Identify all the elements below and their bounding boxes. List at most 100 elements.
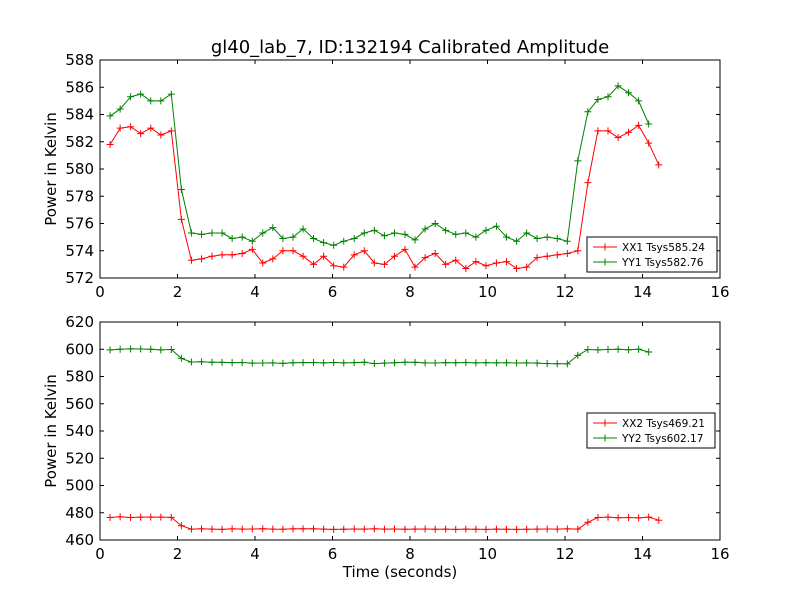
ax2-series-1-point	[157, 513, 165, 521]
top-panel: 0 2 4 6 8 10 12 14 16 572 574 576 578 580 582 584 586 588…	[42, 51, 730, 301]
ax2-series-2-point	[248, 359, 256, 367]
ax2-series-2-point	[421, 359, 429, 367]
ax2-series-1-point	[330, 525, 338, 533]
ax2-series-1-point	[442, 525, 450, 533]
ax2-series-2-point	[452, 359, 460, 367]
ax1-series-1-point	[431, 249, 439, 257]
ax1-ytick-label: 572	[65, 269, 94, 287]
ax2-series-1-point	[502, 525, 510, 533]
ax1-series-2-point	[289, 233, 297, 241]
ax1-legend-box	[586, 236, 718, 273]
ax1-series-2-point	[391, 229, 398, 237]
ax2-series-2-point	[198, 358, 206, 366]
ax1-series-2-point	[228, 234, 236, 242]
ax2-series-1-point	[543, 525, 551, 533]
ax1-series-2-point	[472, 233, 480, 241]
ax2-legend-label-2: YY2 Tsys602.17	[621, 433, 703, 445]
ax2-series-1-point	[452, 525, 460, 533]
ax1-series-2-point	[645, 120, 653, 128]
ax1-series-2-point	[442, 226, 450, 234]
chart-title: gl40_lab_7, ID:132194 Calibrated Amplitu…	[211, 37, 609, 58]
ax2-series-2-point	[482, 359, 490, 367]
ax1-series-1-point	[401, 245, 409, 253]
ax2-series-2-point	[431, 359, 439, 367]
ax1-series-1-point	[594, 127, 602, 135]
ax1-series-1-point	[543, 252, 551, 260]
ax1-legend-marker-2	[601, 258, 609, 266]
ax2-series-2-point	[116, 345, 124, 353]
ax2-series-1-point	[127, 514, 135, 522]
ax2-series-2-point	[380, 359, 388, 367]
ax2-series-2-point	[645, 348, 653, 356]
ax1-series-2-point	[604, 93, 612, 101]
ax1-series-2-point	[492, 222, 500, 230]
ax2-ytick-label: 480	[65, 504, 94, 522]
ax2-series-1-point	[279, 525, 287, 533]
ax1-series-1-point	[289, 247, 297, 255]
ax1-series-2-point	[533, 234, 541, 242]
ax2-series-1-point	[614, 514, 622, 522]
ax2-series-1-point	[299, 525, 307, 533]
ax1-series-1-point	[116, 124, 124, 132]
ax1-series-2-point	[594, 96, 602, 104]
ax1-series-2-point	[360, 229, 368, 237]
ax1-ytick-label: 586	[65, 78, 94, 96]
bottom-panel: 0 2 4 6 8 10 12 14 16 460 480 500 520 540 560 580 600 620…	[42, 313, 730, 581]
ax2-ylabel: Power in Kelvin	[42, 374, 60, 488]
ax1-series-2-point	[127, 93, 135, 101]
ax2-series-2-point	[523, 359, 531, 367]
ax2-series-1-point	[147, 513, 155, 521]
ax2-series-2-point	[625, 346, 633, 354]
ax2-xtick-label: 0	[95, 545, 105, 563]
ax2-series-2-point	[310, 358, 318, 366]
ax1-series-2-point	[563, 237, 571, 245]
ax2-series-1-point	[320, 525, 328, 533]
ax2-series-1-point	[431, 525, 439, 533]
ax1-series-1-point	[208, 252, 216, 260]
ax2-series-1-point	[116, 513, 124, 521]
ax1-series-1-point	[350, 251, 358, 259]
ax2-series-1-point	[584, 518, 592, 526]
ax1-series-1-point	[584, 179, 592, 187]
ax2-series-2-point	[563, 360, 571, 368]
ax1-series-2-point	[584, 108, 592, 116]
ax1-ytick-label: 584	[65, 106, 94, 124]
ax1-series-1-point	[452, 256, 460, 264]
ax1-series-1-point	[310, 260, 318, 268]
ax1-xtick-label: 4	[250, 283, 260, 301]
ax2-xtick-label: 10	[478, 545, 497, 563]
ax1-series-2-point	[116, 105, 124, 113]
ax1-series-1-point	[655, 161, 663, 169]
ax2-legend-marker-2	[601, 434, 609, 442]
ax1-ytick-label: 582	[65, 133, 94, 151]
ax1-series-1-point	[279, 247, 287, 255]
ax1-series-2-point	[462, 229, 470, 237]
ax1-legend-label-2: YY1 Tsys582.76	[621, 257, 704, 269]
ax1-series-2-point	[147, 97, 155, 105]
ax2-ytick-label: 460	[65, 531, 94, 549]
ax2-series-1-point	[492, 525, 500, 533]
ax2-series-1-point	[391, 525, 398, 533]
ax1-xtick-label: 8	[405, 283, 415, 301]
ax2-ytick-label: 560	[65, 395, 94, 413]
ax1-series-1-point	[198, 255, 206, 263]
ax1-series-2-point	[310, 234, 318, 242]
ax2-series-1-point	[218, 525, 226, 533]
ax1-series-1-point	[127, 123, 135, 131]
ax2-series-1-point	[137, 513, 145, 521]
ax1-series-1-point	[472, 258, 480, 266]
ax2-series-2-point	[584, 346, 592, 354]
ax1-series-2-point	[167, 90, 175, 98]
ax2-legend-box	[586, 412, 716, 449]
ax1-series-1-point	[635, 121, 643, 129]
ax1-ylabel: Power in Kelvin	[42, 112, 60, 226]
ax2-series-2-point	[238, 358, 246, 366]
ax2-ytick-label: 500	[65, 477, 94, 495]
ax1-xtick-label: 2	[173, 283, 183, 301]
ax2-series-2-point	[574, 351, 582, 359]
ax2-series-2-point	[411, 358, 419, 366]
ax1-series-2-point	[502, 233, 510, 241]
ax2-series-1-point	[604, 513, 612, 521]
ax1-series-2-point	[259, 229, 267, 237]
ax1-series-1-point	[553, 251, 561, 259]
